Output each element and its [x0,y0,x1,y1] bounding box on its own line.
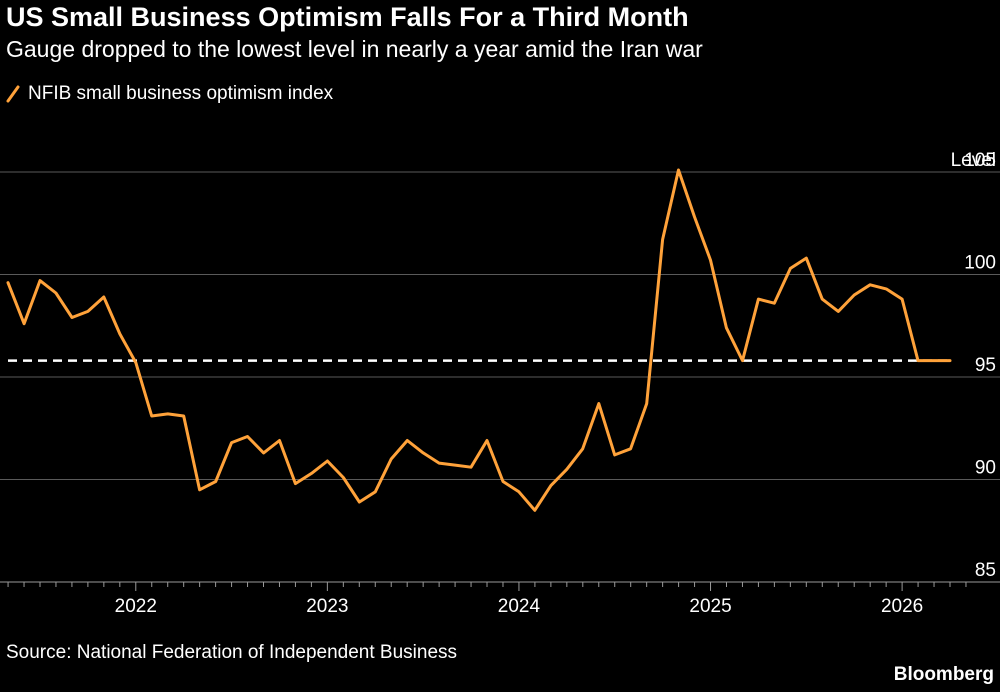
grid-layer [0,171,1000,480]
series-layer [6,168,952,512]
y-tick-label-100: 100 [964,253,996,274]
y-tick-label-90: 90 [975,458,996,479]
y-tick-label-85: 85 [975,560,996,581]
legend: NFIB small business optimism index [6,82,333,106]
series-line-nfib [6,168,952,512]
chart-subtitle: Gauge dropped to the lowest level in nea… [6,36,703,62]
x-tick-label-2022: 2022 [115,596,157,617]
legend-swatch-icon [6,85,20,103]
y-tick-label-95: 95 [975,355,996,376]
chart-title: US Small Business Optimism Falls For a T… [6,2,689,32]
bloomberg-logo: Bloomberg [893,664,994,685]
x-tick-label-2025: 2025 [689,596,731,617]
source-note: Source: National Federation of Independe… [6,642,458,663]
x-tick-label-2023: 2023 [306,596,348,617]
x-tick-label-2026: 2026 [881,596,923,617]
y-axis-title: Level [951,150,996,171]
axis-layer: 105 100 95 90 85 2022 2023 2024 2025 2026 [0,150,1000,617]
x-tick-label-2024: 2024 [498,596,541,617]
legend-label: NFIB small business optimism index [28,83,334,104]
y-tick-label-105: 105 [964,150,996,171]
